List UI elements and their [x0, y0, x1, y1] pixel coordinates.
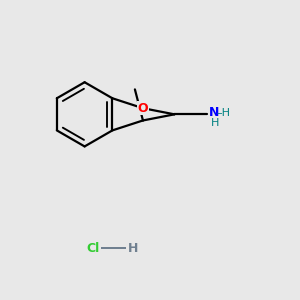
Text: Cl: Cl	[86, 242, 100, 255]
Text: H: H	[211, 118, 220, 128]
Text: –H: –H	[216, 108, 230, 118]
Text: N: N	[209, 106, 219, 119]
Text: H: H	[128, 242, 138, 255]
Text: O: O	[138, 102, 148, 115]
